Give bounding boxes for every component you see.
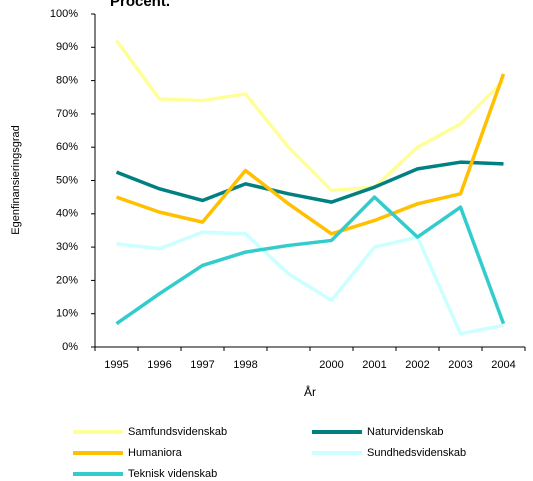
series-line <box>115 160 504 204</box>
legend-label: Sundhedsvidenskab <box>367 447 466 459</box>
x-tick-label: 2002 <box>405 359 429 371</box>
x-tick-label: 2000 <box>319 359 343 371</box>
y-tick-label: 70% <box>56 108 78 120</box>
series-line <box>115 195 506 326</box>
x-tick-label: 2004 <box>491 359 515 371</box>
x-tick-label: 1997 <box>190 359 214 371</box>
y-tick-label: 0% <box>62 341 78 353</box>
y-tick-label: 40% <box>56 208 78 220</box>
legend-label: Samfundsvidenskab <box>128 426 227 438</box>
x-tick-label: 2003 <box>448 359 472 371</box>
y-tick-label: 10% <box>56 308 78 320</box>
y-tick-label: 60% <box>56 141 78 153</box>
y-tick-label: 20% <box>56 274 78 286</box>
series-line <box>115 73 506 236</box>
y-tick-label: 30% <box>56 241 78 253</box>
y-tick-label: 80% <box>56 75 78 87</box>
legend-label: Humaniora <box>128 447 183 459</box>
x-tick-label: 1998 <box>233 359 257 371</box>
y-tick-label: 100% <box>50 8 78 20</box>
x-axis-label: År <box>304 384 316 399</box>
y-tick-label: 50% <box>56 174 78 186</box>
y-axis-label: Egenfinansieringsgrad <box>10 125 22 234</box>
x-tick-label: 1996 <box>147 359 171 371</box>
legend-label: Naturvidenskab <box>367 426 443 438</box>
legend-label: Teknisk videnskab <box>128 468 217 480</box>
chart-title: Procent. <box>110 0 170 10</box>
series-line <box>115 39 505 193</box>
series-line <box>116 230 504 336</box>
y-tick-label: 90% <box>56 41 78 53</box>
x-tick-label: 2001 <box>362 359 386 371</box>
x-tick-label: 1995 <box>104 359 128 371</box>
